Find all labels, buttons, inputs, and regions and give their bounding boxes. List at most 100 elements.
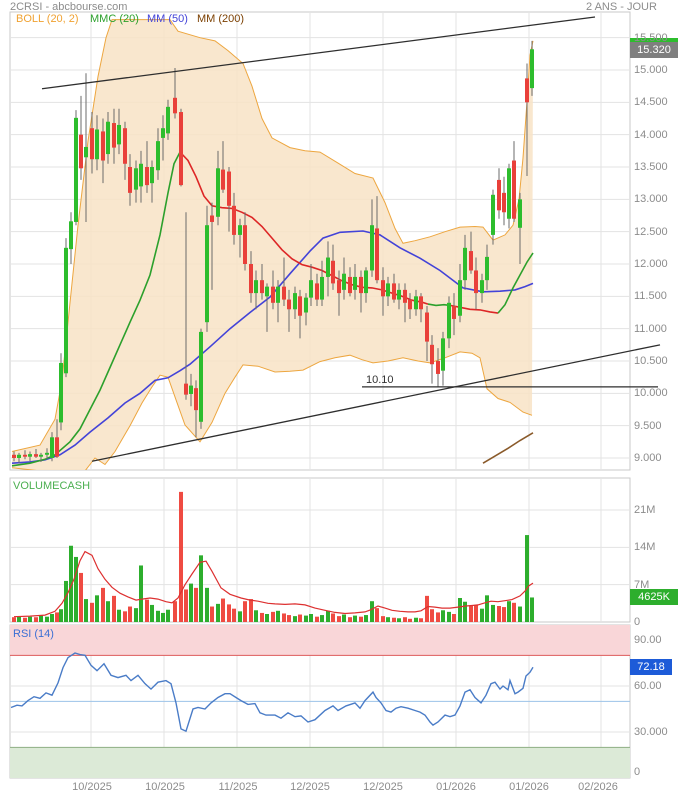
date-axis-label: 10/2025 — [145, 781, 185, 793]
volume-panel-title: VOLUMECASH — [13, 480, 91, 492]
volume-bar — [518, 606, 522, 622]
candle-body — [123, 128, 127, 164]
trendline-2 — [91, 344, 661, 462]
candle-body — [507, 168, 511, 219]
rsi-oversold-zone — [10, 747, 630, 778]
volume-axis-tick: 0 — [634, 616, 641, 628]
candle-body — [436, 360, 440, 374]
volume-bar — [34, 617, 38, 622]
candle-body — [287, 299, 291, 310]
date-axis-label: 10/2025 — [72, 781, 112, 793]
candle-body — [189, 385, 193, 394]
candle-body — [79, 134, 83, 169]
candle-body — [337, 280, 341, 294]
volume-bar — [386, 617, 390, 622]
volume-bar — [128, 606, 132, 622]
candle-body — [74, 117, 78, 222]
candle-body — [117, 124, 121, 145]
volume-bar — [331, 613, 335, 622]
volume-bar — [50, 614, 54, 622]
volume-bar — [530, 597, 534, 622]
price-axis-tick: 11.500 — [634, 290, 667, 303]
candle-body — [518, 199, 522, 228]
candle-body — [271, 286, 275, 303]
candle-body — [441, 338, 445, 371]
volume-bar — [287, 615, 291, 622]
volume-bar — [507, 601, 511, 622]
volume-bar — [414, 617, 418, 622]
volume-bar — [392, 617, 396, 622]
volume-bar — [474, 604, 478, 622]
date-axis-label: 11/2025 — [218, 781, 258, 793]
legend-item-2[interactable]: MMC (20) — [90, 13, 139, 25]
date-axis-label: 02/2026 — [578, 781, 618, 793]
candle-body — [145, 166, 149, 186]
candle-body — [199, 331, 203, 422]
trendline-1 — [41, 16, 596, 90]
volume-bar — [238, 611, 242, 622]
candle-body — [469, 251, 473, 271]
volume-bar — [298, 614, 302, 622]
volume-bar — [419, 618, 423, 622]
volume-bar — [117, 609, 121, 622]
candle-body — [238, 225, 242, 235]
volume-bar — [210, 606, 214, 622]
volume-bar — [403, 617, 407, 622]
volume-bar — [90, 602, 94, 622]
volume-bar — [304, 615, 308, 622]
candle-body — [173, 97, 177, 114]
candle-body — [525, 78, 529, 103]
volume-bar — [232, 608, 236, 622]
legend-item-3[interactable]: MM (50) — [147, 13, 188, 25]
volume-bar — [166, 609, 170, 622]
volume-bars — [12, 491, 534, 622]
volume-bar — [512, 602, 516, 622]
volume-bar — [156, 610, 160, 622]
rsi-panel-title: RSI (14) — [13, 628, 54, 640]
mm200-line — [482, 432, 534, 464]
price-axis-tick: 12.500 — [634, 225, 668, 238]
legend-item-1[interactable]: BOLL (20, 2) — [16, 13, 79, 25]
volume-bar — [150, 604, 154, 622]
volume-bar — [497, 606, 501, 622]
volume-bar — [397, 618, 401, 622]
candle-body — [166, 106, 170, 134]
volume-bar — [525, 535, 529, 622]
volume-bar — [123, 611, 127, 622]
candle-body — [375, 228, 379, 281]
volume-bar — [337, 616, 341, 622]
volume-bar — [194, 587, 198, 622]
volume-bar — [326, 610, 330, 622]
price-axis-tick: 15.000 — [634, 63, 668, 76]
volume-bar — [364, 615, 368, 622]
candle-body — [17, 454, 21, 458]
volume-bar — [315, 616, 319, 622]
legend-item-4[interactable]: MM (200) — [197, 13, 245, 25]
price-axis-tick: 15.500 — [634, 31, 668, 44]
volume-bar — [45, 616, 49, 622]
volume-bar — [74, 556, 78, 622]
candle-body — [370, 225, 374, 271]
rsi-axis-tick: 30.000 — [634, 726, 668, 738]
volume-bar — [480, 608, 484, 622]
volume-bar — [184, 589, 188, 622]
candle-body — [430, 344, 434, 365]
last-price-badge: 15.320 — [630, 42, 678, 59]
volume-bar — [249, 599, 253, 622]
volume-bar — [447, 611, 451, 622]
candle-body — [45, 452, 49, 455]
volume-bar — [370, 601, 374, 622]
candle-body — [254, 280, 258, 294]
candle-body — [386, 283, 390, 297]
candle-body — [39, 454, 43, 457]
price-axis-tick: 12.000 — [634, 257, 668, 270]
volume-bar — [179, 491, 183, 622]
price-axis-tick: 13.000 — [634, 193, 668, 206]
candle-body — [408, 299, 412, 310]
candle-body — [265, 286, 269, 297]
candle-body — [463, 247, 467, 281]
price-axis-tick: 10.000 — [634, 387, 668, 400]
candle-body — [232, 205, 236, 235]
volume-bar — [293, 616, 297, 622]
